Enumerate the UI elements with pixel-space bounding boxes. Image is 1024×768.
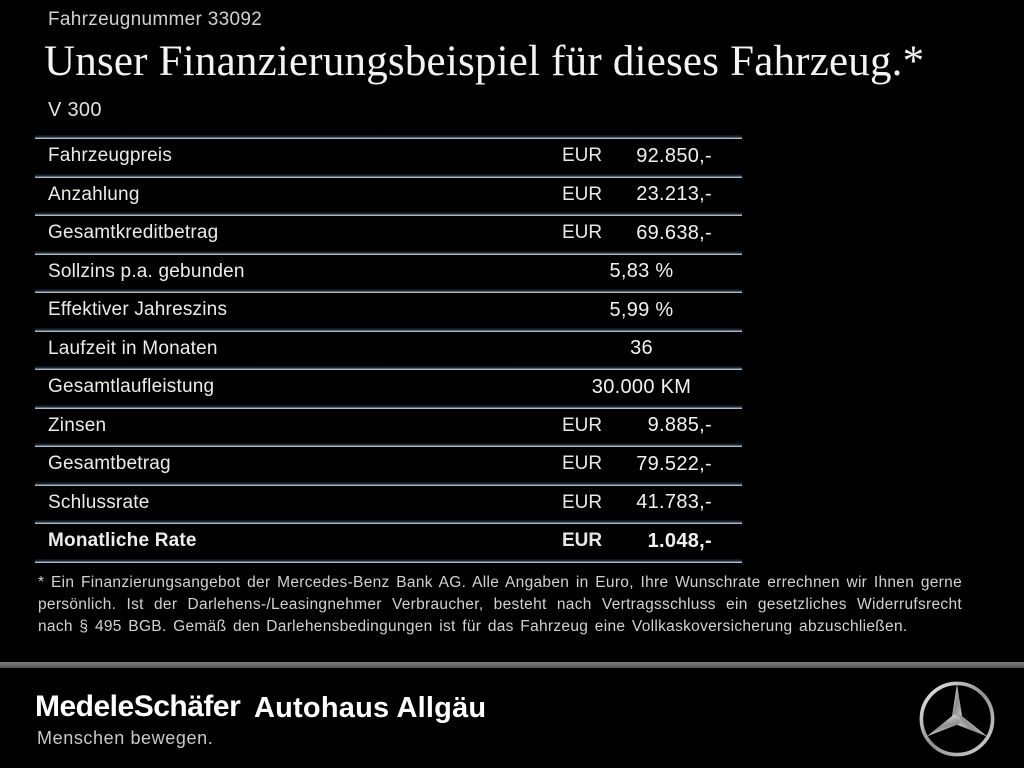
row-currency: EUR bbox=[562, 453, 603, 475]
row-value-group: EUR 69.638,- bbox=[545, 222, 742, 245]
vehicle-model: V 300 bbox=[48, 99, 102, 121]
row-value-group: EUR 79.522,- bbox=[545, 453, 742, 476]
row-label: Gesamtlaufleistung bbox=[48, 376, 215, 398]
row-currency: EUR bbox=[562, 530, 603, 552]
row-separator bbox=[35, 481, 742, 486]
finance-table: Fahrzeugpreis EUR 92.850,- Anzahlung EUR… bbox=[35, 135, 742, 563]
row-value: 92.850,- bbox=[636, 144, 712, 167]
row-separator bbox=[35, 404, 742, 409]
row-value: 79.522,- bbox=[636, 452, 712, 475]
table-row: Gesamtlaufleistung 30.000 KM bbox=[35, 370, 742, 405]
row-separator bbox=[35, 558, 742, 563]
row-label: Monatliche Rate bbox=[48, 530, 197, 552]
row-value-group: EUR 41.783,- bbox=[545, 491, 742, 514]
table-row: Gesamtkreditbetrag EUR 69.638,- bbox=[35, 216, 742, 251]
row-label: Effektiver Jahreszins bbox=[48, 299, 228, 321]
row-separator bbox=[35, 520, 742, 524]
row-value: 36 bbox=[630, 337, 653, 360]
vehicle-number: Fahrzeugnummer 33092 bbox=[48, 9, 263, 30]
row-value: 41.783,- bbox=[636, 491, 712, 514]
row-value: 69.638,- bbox=[636, 221, 712, 244]
row-separator bbox=[35, 289, 742, 293]
row-label: Zinsen bbox=[48, 414, 107, 436]
row-separator bbox=[35, 327, 742, 332]
row-value: 30.000 KM bbox=[591, 375, 692, 398]
table-row: Effektiver Jahreszins 5,99 % bbox=[35, 293, 742, 328]
row-value-group: EUR 9.885,- bbox=[545, 414, 742, 437]
table-row: Monatliche Rate EUR 1.048,- bbox=[35, 524, 742, 559]
row-value-group: 5,83 % bbox=[545, 260, 742, 283]
footer: MedeleSchäfer Menschen bewegen. Autohaus… bbox=[0, 668, 1024, 768]
row-separator bbox=[35, 212, 742, 216]
row-label: Sollzins p.a. gebunden bbox=[48, 260, 245, 282]
row-separator bbox=[35, 135, 742, 139]
table-row: Sollzins p.a. gebunden 5,83 % bbox=[35, 255, 742, 290]
row-separator bbox=[35, 250, 742, 255]
row-label: Laufzeit in Monaten bbox=[48, 337, 218, 359]
mercedes-star-icon bbox=[919, 681, 995, 757]
table-row: Laufzeit in Monaten 36 bbox=[35, 332, 742, 367]
row-value-group: 36 bbox=[545, 337, 742, 360]
table-row: Fahrzeugpreis EUR 92.850,- bbox=[35, 139, 742, 174]
row-separator bbox=[35, 443, 742, 447]
row-currency: EUR bbox=[562, 491, 603, 513]
table-row: Schlussrate EUR 41.783,- bbox=[35, 486, 742, 521]
dealer-logo-autohaus-allgaeu: Autohaus Allgäu bbox=[254, 692, 487, 724]
row-value-group: EUR 92.850,- bbox=[545, 145, 742, 168]
row-value: 1.048,- bbox=[647, 529, 712, 552]
row-currency: EUR bbox=[562, 145, 603, 167]
row-label: Anzahlung bbox=[48, 183, 140, 205]
page-title: Unser Finanzierungsbeispiel für dieses F… bbox=[44, 38, 925, 85]
row-label: Gesamtkreditbetrag bbox=[48, 222, 219, 244]
row-label: Gesamtbetrag bbox=[48, 453, 171, 475]
row-value-group: EUR 23.213,- bbox=[545, 183, 742, 206]
dealer-tagline: Menschen bewegen. bbox=[37, 728, 214, 748]
row-currency: EUR bbox=[562, 222, 603, 244]
row-value-group: 5,99 % bbox=[545, 299, 742, 322]
row-value: 5,83 % bbox=[609, 260, 674, 283]
finance-footnote: * Ein Finanzierungsangebot der Mercedes-… bbox=[38, 574, 962, 635]
table-row: Anzahlung EUR 23.213,- bbox=[35, 178, 742, 213]
row-value: 5,99 % bbox=[609, 298, 674, 321]
row-value: 23.213,- bbox=[636, 183, 712, 206]
table-row: Zinsen EUR 9.885,- bbox=[35, 409, 742, 444]
row-value: 9.885,- bbox=[647, 414, 712, 437]
row-currency: EUR bbox=[562, 414, 603, 436]
row-currency: EUR bbox=[562, 183, 603, 205]
row-label: Fahrzeugpreis bbox=[48, 145, 173, 167]
row-label: Schlussrate bbox=[48, 491, 150, 513]
row-separator bbox=[35, 366, 742, 370]
footer-divider bbox=[0, 662, 1024, 668]
table-row: Gesamtbetrag EUR 79.522,- bbox=[35, 447, 742, 482]
dealer-logo-medele-schaefer: MedeleSchäfer bbox=[35, 690, 241, 723]
row-separator bbox=[35, 173, 742, 178]
row-value-group: EUR 1.048,- bbox=[545, 530, 742, 553]
row-value-group: 30.000 KM bbox=[545, 376, 742, 399]
